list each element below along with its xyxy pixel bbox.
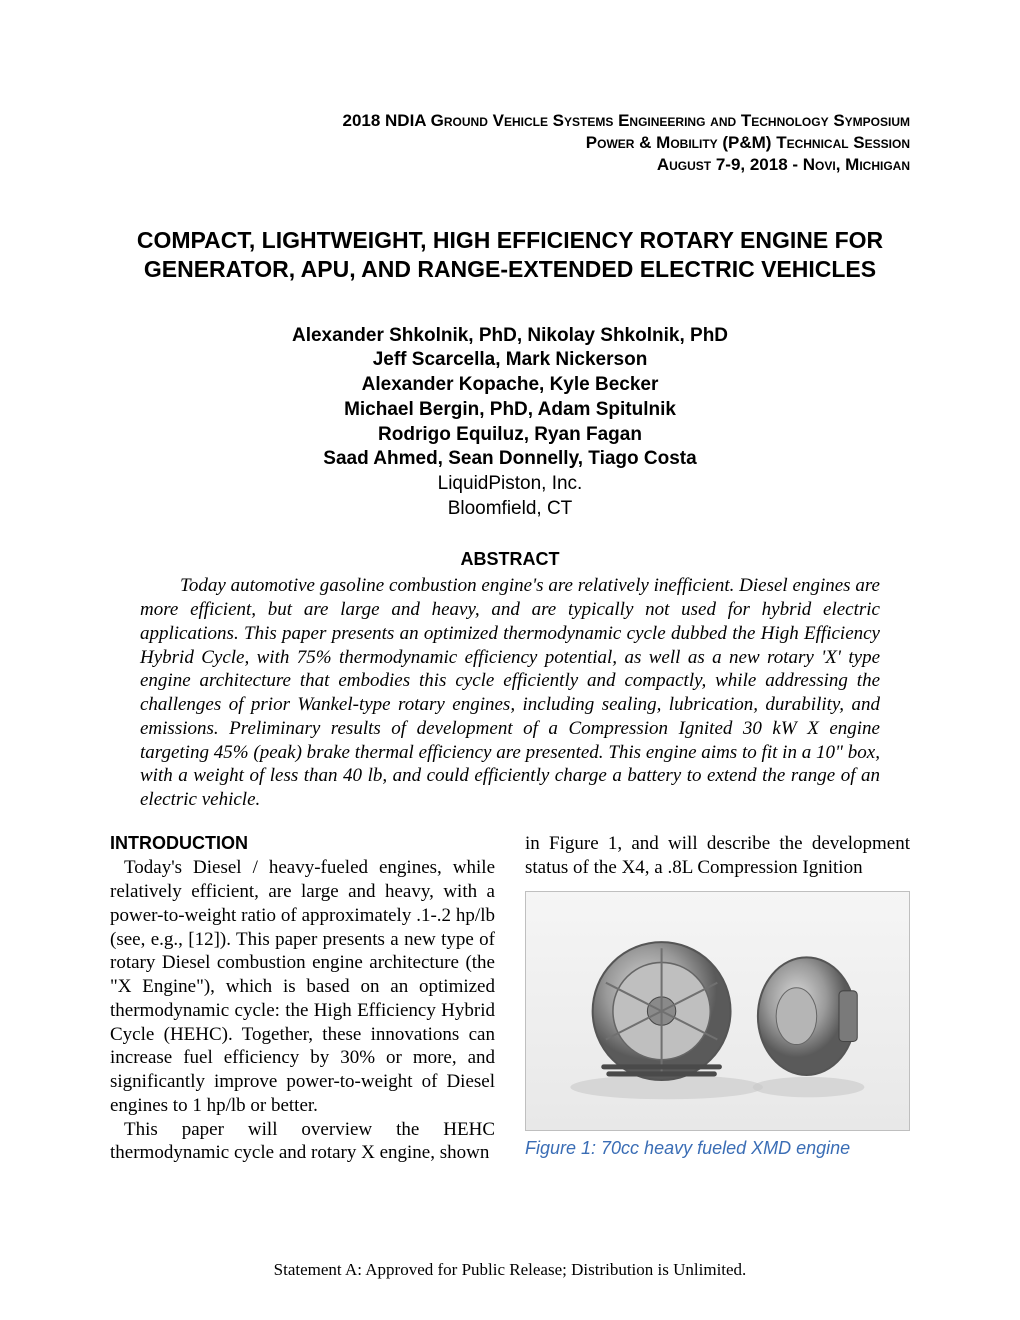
author-line: Rodrigo Equiluz, Ryan Fagan [110, 423, 910, 448]
abstract-heading: ABSTRACT [110, 549, 910, 570]
author-line: Alexander Shkolnik, PhD, Nikolay Shkolni… [110, 324, 910, 349]
body-columns: INTRODUCTION Today's Diesel / heavy-fuel… [110, 832, 910, 1165]
author-line: Michael Bergin, PhD, Adam Spitulnik [110, 398, 910, 423]
abstract-body: Today automotive gasoline combustion eng… [140, 574, 880, 812]
intro-para-1: Today's Diesel / heavy-fueled engines, w… [110, 856, 495, 1117]
intro-para-2: This paper will overview the HEHC thermo… [110, 1118, 495, 1166]
intro-heading: INTRODUCTION [110, 832, 495, 855]
left-column: INTRODUCTION Today's Diesel / heavy-fuel… [110, 832, 495, 1165]
affiliation: LiquidPiston, Inc. [110, 472, 910, 497]
rightcol-continuation: in Figure 1, and will describe the devel… [525, 832, 910, 880]
authors-block: Alexander Shkolnik, PhD, Nikolay Shkolni… [110, 324, 910, 522]
distribution-statement: Statement A: Approved for Public Release… [0, 1260, 1020, 1280]
conf-line-3: August 7-9, 2018 - Novi, Michigan [110, 154, 910, 176]
figure-1-image [525, 891, 910, 1131]
engine-illustration-icon [545, 904, 890, 1118]
conf-line-1: 2018 NDIA Ground Vehicle Systems Enginee… [110, 110, 910, 132]
author-line: Jeff Scarcella, Mark Nickerson [110, 348, 910, 373]
author-line: Saad Ahmed, Sean Donnelly, Tiago Costa [110, 447, 910, 472]
conference-header: 2018 NDIA Ground Vehicle Systems Enginee… [110, 110, 910, 176]
affiliation-location: Bloomfield, CT [110, 497, 910, 522]
conf-line-2: Power & Mobility (P&M) Technical Session [110, 132, 910, 154]
right-column: in Figure 1, and will describe the devel… [525, 832, 910, 1165]
figure-1-caption: Figure 1: 70cc heavy fueled XMD engine [525, 1137, 910, 1160]
author-line: Alexander Kopache, Kyle Becker [110, 373, 910, 398]
paper-title: COMPACT, LIGHTWEIGHT, HIGH EFFICIENCY RO… [130, 226, 890, 284]
